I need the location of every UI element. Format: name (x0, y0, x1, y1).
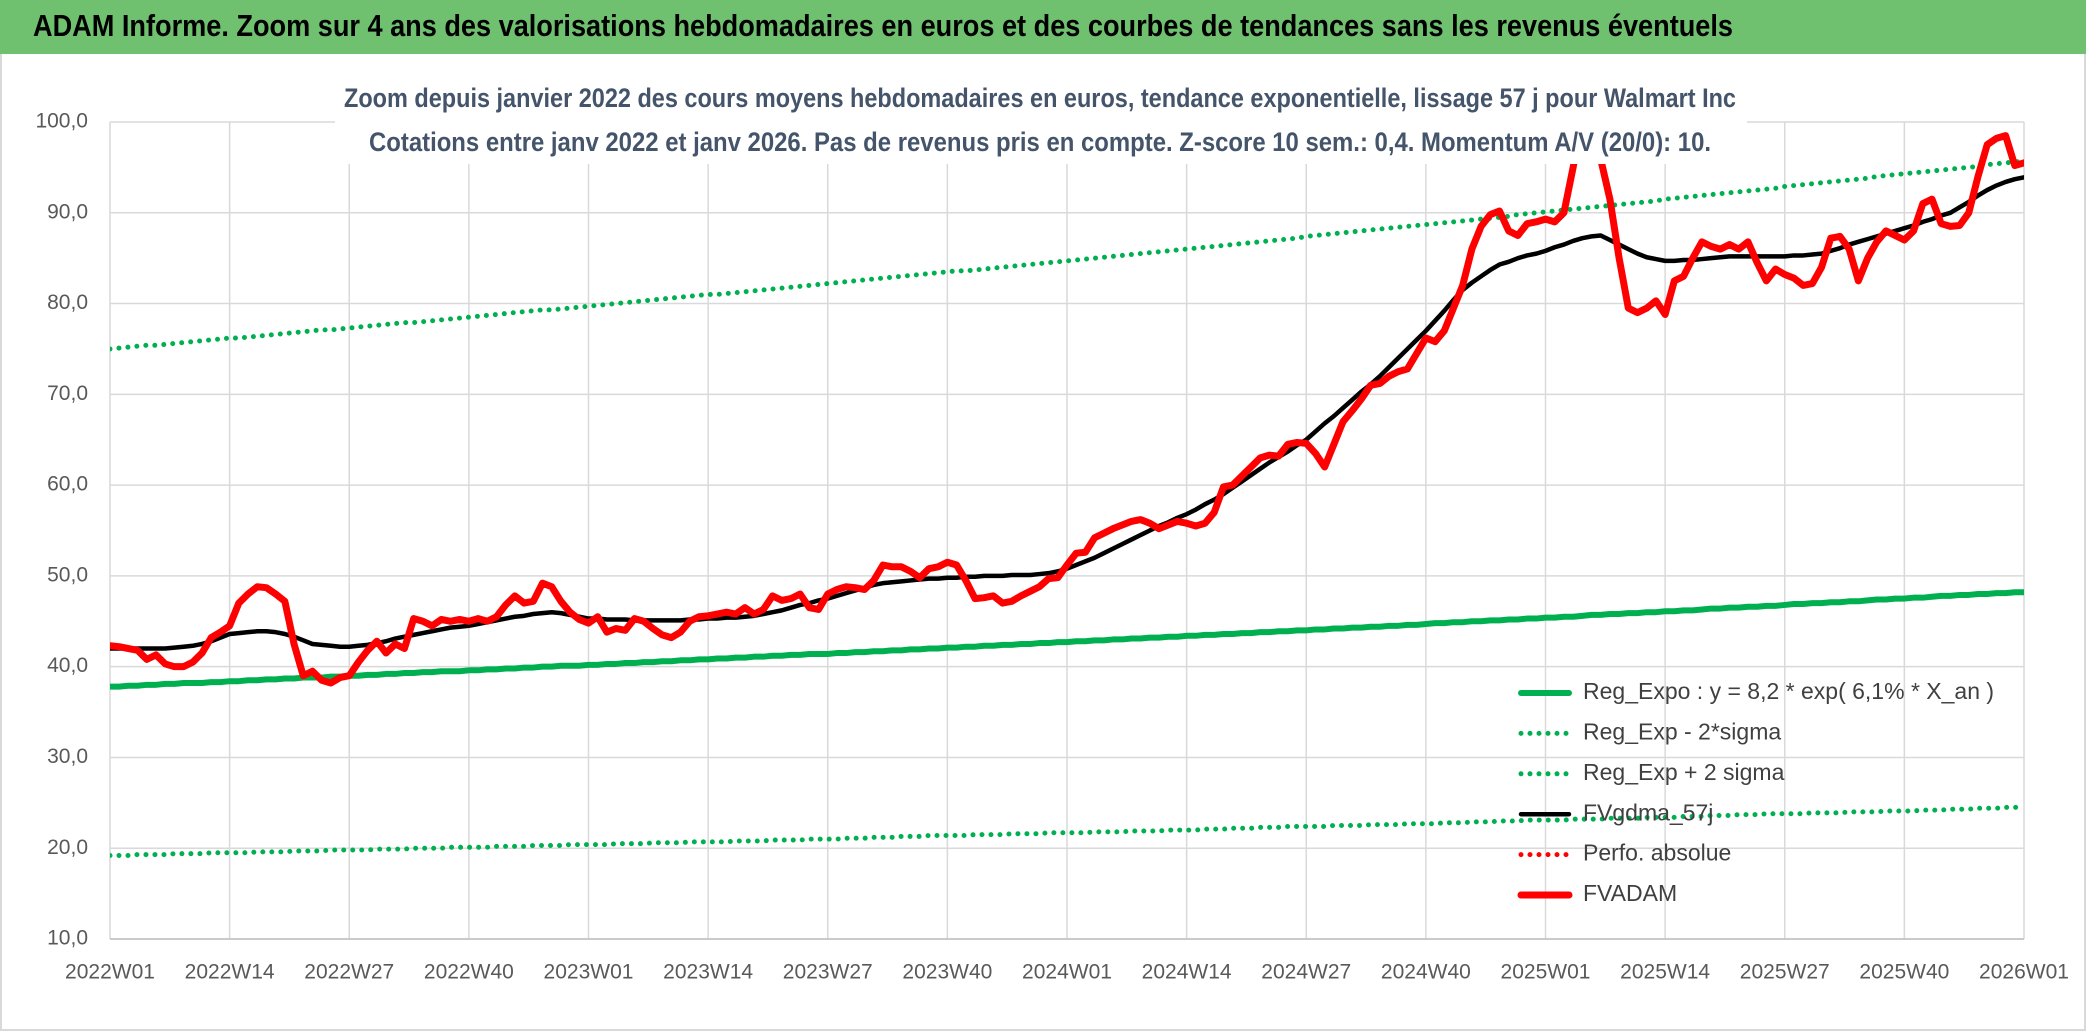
x-tick-label: 2024W01 (1022, 961, 1112, 984)
plot-area: 10,0 20,0 30,0 40,0 50,0 60,0 70,0 80,0 90,0 100,… (35, 110, 2069, 984)
legend-label: Perfo. absolue (1583, 840, 1731, 866)
y-tick-label: 100,0 (35, 110, 88, 133)
x-tick-label: 2024W14 (1142, 961, 1232, 984)
legend-label: FVADAM (1583, 880, 1677, 906)
x-tick-label: 2023W01 (544, 961, 634, 984)
subtitle: Zoom depuis janvier 2022 des cours moyen… (344, 83, 1736, 113)
legend-label: Reg_Expo : y = 8,2 * exp( 6,1% * X_an ) (1583, 678, 1994, 704)
legend: Reg_Expo : y = 8,2 * exp( 6,1% * X_an ) R… (1517, 678, 1994, 906)
x-tick-label: 2026W01 (1979, 961, 2069, 984)
y-tick-label: 40,0 (47, 654, 88, 677)
x-tick-label: 2022W27 (304, 961, 394, 984)
x-tick-label: 2022W14 (185, 961, 275, 984)
legend-label: FVgdma_57j (1583, 799, 1713, 825)
y-tick-label: 60,0 (47, 473, 88, 496)
x-tick-label: 2024W40 (1381, 961, 1471, 984)
series-line (110, 122, 2024, 687)
x-tick-label: 2025W40 (1859, 961, 1949, 984)
subtitle: Cotations entre janv 2022 et janv 2026. … (369, 127, 1711, 157)
x-tick-label: 2022W40 (424, 961, 514, 984)
y-tick-label: 50,0 (47, 563, 88, 586)
y-tick-label: 30,0 (47, 745, 88, 768)
y-tick-label: 90,0 (47, 200, 88, 223)
x-tick-label: 2023W40 (902, 961, 992, 984)
y-tick-label: 10,0 (47, 927, 88, 950)
y-tick-label: 20,0 (47, 836, 88, 859)
title-banner (0, 0, 2086, 54)
y-tick-label: 80,0 (47, 291, 88, 314)
series-line (110, 589, 2024, 690)
x-tick-label: 2025W14 (1620, 961, 1710, 984)
x-tick-label: 2024W27 (1261, 961, 1351, 984)
series-line (110, 158, 2024, 352)
y-tick-label: 70,0 (47, 382, 88, 405)
x-tick-label: 2022W01 (65, 961, 155, 984)
legend-label: Reg_Exp - 2*sigma (1583, 718, 1781, 744)
x-tick-label: 2025W27 (1740, 961, 1830, 984)
x-tick-label: 2025W01 (1501, 961, 1591, 984)
subtitle-box (335, 78, 1747, 164)
x-tick-label: 2023W14 (663, 961, 753, 984)
chart-title: ADAM Informe. Zoom sur 4 ans des valoris… (33, 8, 1733, 43)
x-tick-label: 2023W27 (783, 961, 873, 984)
legend-label: Reg_Exp + 2 sigma (1583, 759, 1785, 785)
